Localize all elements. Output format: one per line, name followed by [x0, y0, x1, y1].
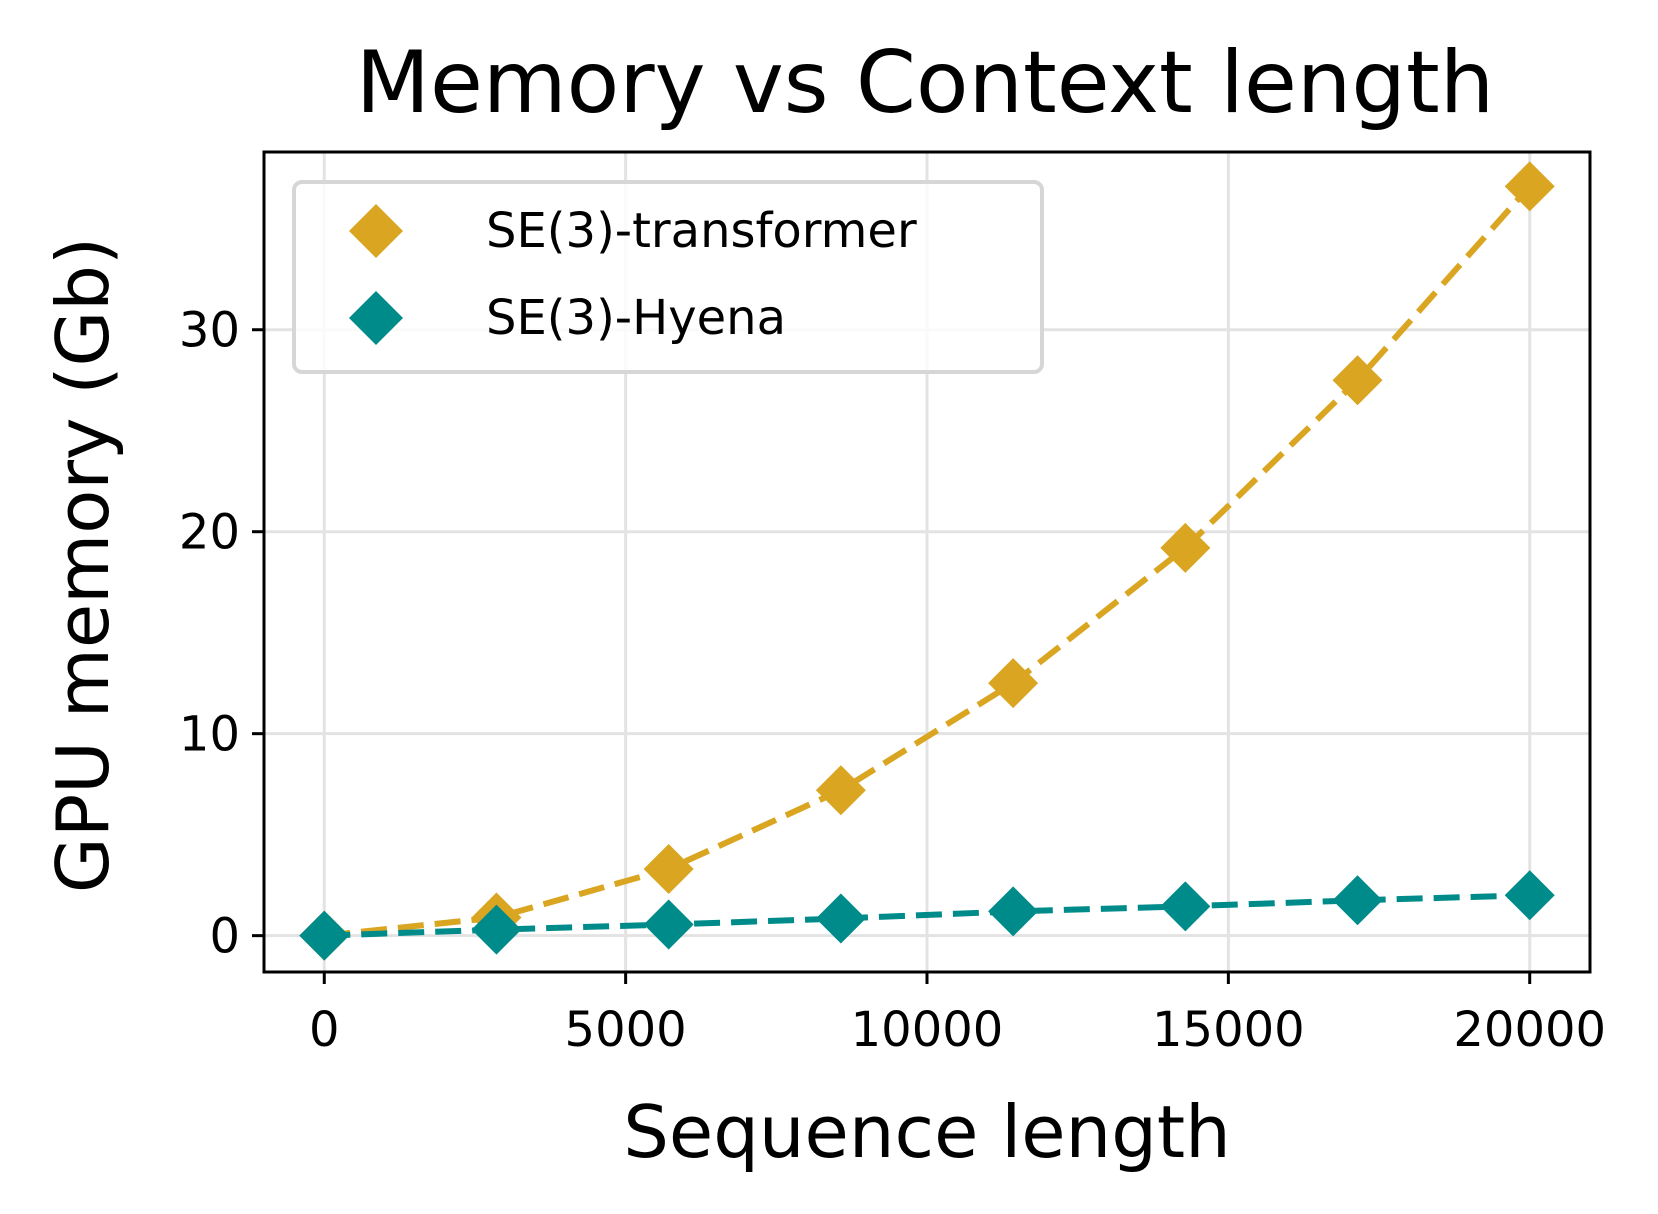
- y-tick-label: 0: [209, 909, 240, 965]
- series-line-se-3-transformer: [323, 184, 1532, 939]
- data-point-se-3-transformer: [1332, 355, 1383, 406]
- legend-marker-se3-hyena-icon: [349, 291, 403, 345]
- data-point-se-3-hyena: [643, 899, 694, 950]
- chart-title: Memory vs Context length: [356, 33, 1495, 133]
- data-point-se-3-hyena: [471, 904, 522, 955]
- y-tick-label: 20: [179, 505, 240, 561]
- series-se-3-hyena: [299, 870, 1555, 961]
- legend-box: [292, 180, 1044, 374]
- data-point-se-3-hyena: [1160, 881, 1211, 932]
- x-tick-label: 10000: [851, 1002, 1004, 1058]
- legend: SE(3)-transformer SE(3)-Hyena: [292, 180, 1044, 374]
- x-tick-label: 15000: [1152, 1002, 1305, 1058]
- legend-label-se3-hyena: SE(3)-Hyena: [486, 290, 786, 346]
- data-point-se-3-hyena: [1332, 875, 1383, 926]
- data-point-se-3-hyena: [815, 893, 866, 944]
- x-tick-label: 20000: [1453, 1002, 1606, 1058]
- plot-series: [299, 161, 1555, 961]
- y-axis-label: GPU memory (Gb): [41, 237, 125, 893]
- legend-item-se3-hyena: SE(3)-Hyena: [349, 290, 786, 346]
- x-tick-label: 5000: [565, 1002, 687, 1058]
- y-tick-label: 10: [179, 707, 240, 763]
- x-tick-label: 0: [309, 1002, 340, 1058]
- data-point-se-3-transformer: [988, 658, 1039, 709]
- data-point-se-3-transformer: [643, 843, 694, 894]
- legend-item-se3-transformer: SE(3)-transformer: [349, 203, 917, 259]
- data-point-se-3-hyena: [988, 886, 1039, 937]
- data-point-se-3-transformer: [1504, 161, 1555, 212]
- data-point-se-3-hyena: [1504, 870, 1555, 921]
- legend-label-se3-transformer: SE(3)-transformer: [486, 203, 917, 259]
- y-tick-label: 30: [179, 303, 240, 359]
- data-point-se-3-hyena: [299, 910, 350, 961]
- x-axis-label: Sequence length: [623, 1090, 1231, 1174]
- data-point-se-3-transformer: [1160, 522, 1211, 573]
- series-line-se-3-hyena: [324, 892, 1530, 939]
- legend-marker-se3-transformer-icon: [349, 204, 403, 258]
- axis-ticks: 0 5000 10000 15000 20000 0 10 20 30: [179, 303, 1606, 1058]
- data-point-se-3-transformer: [815, 765, 866, 816]
